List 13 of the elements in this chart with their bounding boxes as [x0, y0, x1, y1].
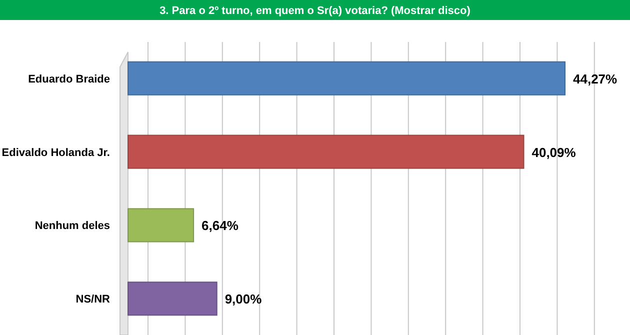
bar — [128, 61, 566, 96]
y-tick-label: Nenhum deles — [34, 220, 110, 232]
data-label: 9,00% — [224, 292, 262, 307]
y-tick-label: NS/NR — [76, 294, 110, 306]
y-tick-label: Edivaldo Holanda Jr. — [2, 146, 110, 159]
data-label: 40,09% — [532, 144, 576, 160]
data-label: 6,64% — [202, 218, 239, 234]
bar — [128, 134, 524, 169]
data-label: 44,27% — [573, 71, 618, 86]
y-tick-label: Eduardo Braide — [28, 73, 110, 86]
bar — [128, 282, 218, 316]
chart-title: 3. Para o 2º turno, em quem o Sr(a) votaria? (Mostrar disco) — [160, 5, 471, 17]
bar — [128, 208, 194, 242]
